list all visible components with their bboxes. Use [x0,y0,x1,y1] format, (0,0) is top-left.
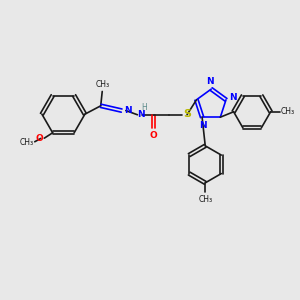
Text: N: N [137,110,145,119]
Text: N: N [199,121,206,130]
Text: CH₃: CH₃ [281,107,295,116]
Text: H: H [141,103,147,112]
Text: CH₃: CH₃ [95,80,109,89]
Text: CH₃: CH₃ [198,195,212,204]
Text: O: O [35,134,43,143]
Text: N: N [124,106,132,115]
Text: CH₃: CH₃ [20,137,34,146]
Text: O: O [150,130,158,140]
Text: S: S [183,109,191,119]
Text: N: N [206,77,214,86]
Text: N: N [229,93,237,102]
